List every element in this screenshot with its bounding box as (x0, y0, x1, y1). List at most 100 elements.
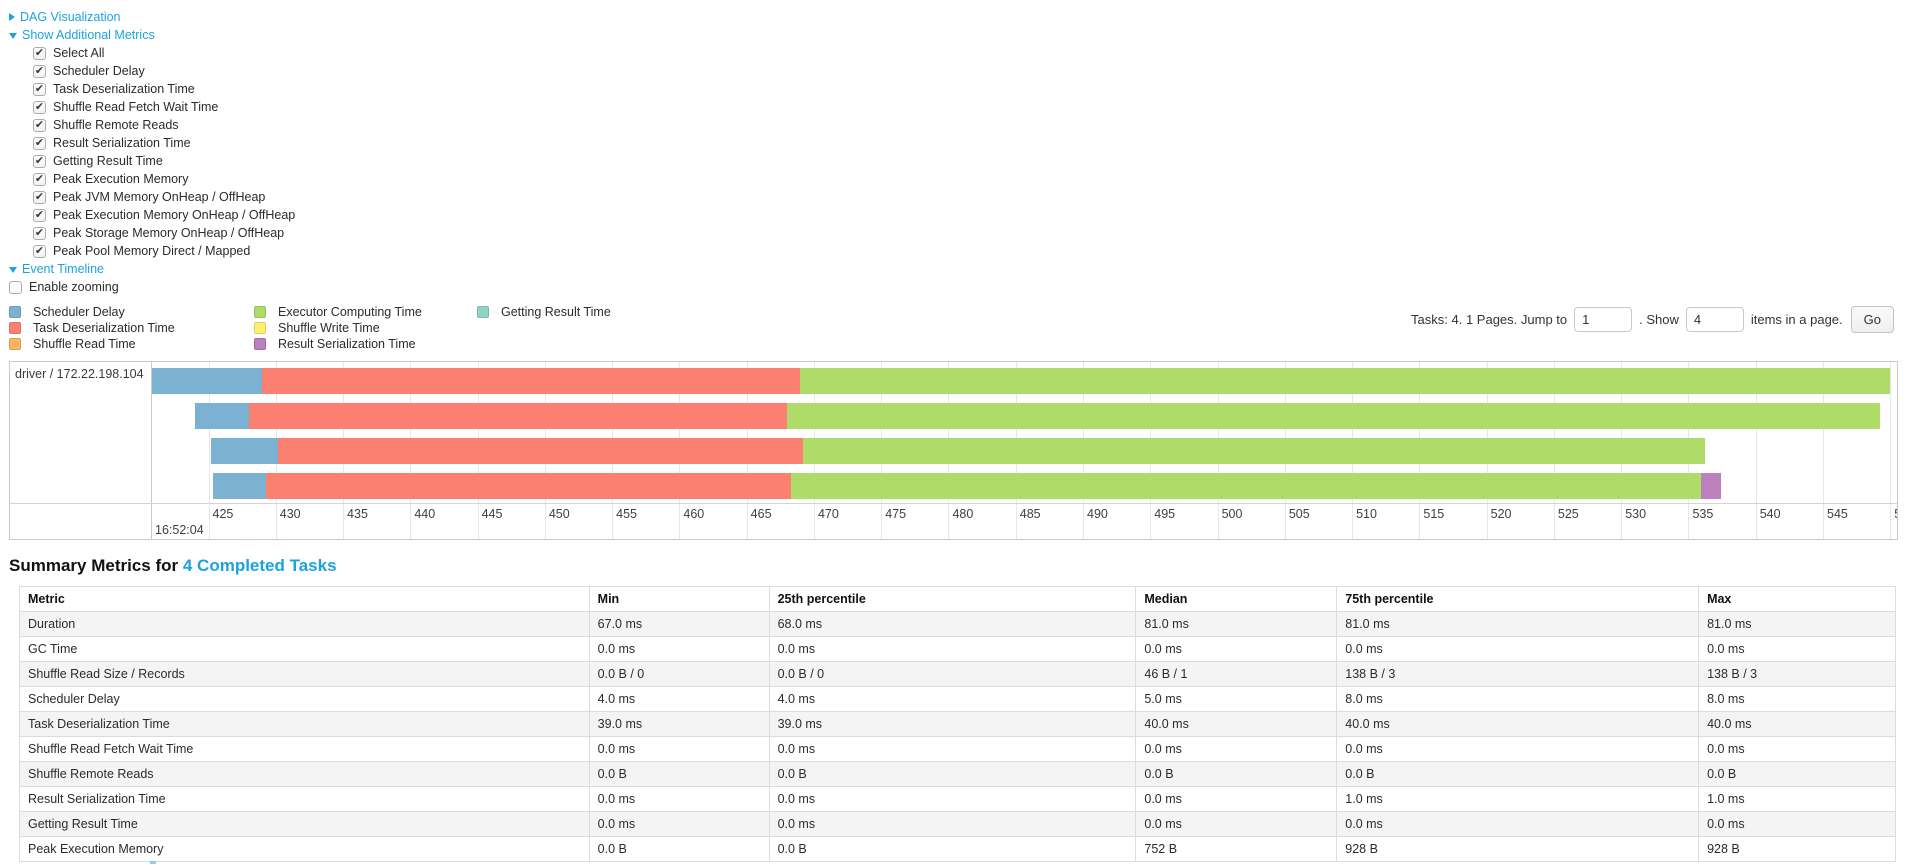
metric-checkbox-label: Shuffle Read Fetch Wait Time (53, 100, 219, 114)
task-bar-segment-task-deserialization-time[interactable] (262, 368, 801, 394)
metric-checkbox-peak-pool-memory-direct-mapped[interactable]: ✔ (33, 244, 46, 258)
task-bar-segment-scheduler-delay[interactable] (211, 438, 279, 464)
metric-checkbox-row: ✔ Peak Execution Memory OnHeap / OffHeap (9, 206, 1898, 224)
summary-value-cell: 0.0 ms (1698, 811, 1896, 837)
axis-tick-label: 465 (750, 507, 772, 521)
metric-checkbox-shuffle-read-fetch-wait-time[interactable]: ✔ (33, 100, 46, 114)
event-timeline-chart: driver / 172.22.198.104 425 430 435 440 445 4… (9, 361, 1898, 540)
summary-column-header: 25th percentile (768, 586, 1137, 612)
summary-value-cell: 0.0 ms (588, 811, 770, 837)
collapsed-arrow-icon (9, 13, 15, 21)
summary-value-cell: 0.0 B (768, 836, 1137, 862)
legend-item: Result Serialization Time (254, 336, 477, 352)
timeline-x-axis: 425 430 435 440 445 450 455 460 465 470 475 480 485 4… (152, 504, 1897, 539)
task-bar-segment-scheduler-delay[interactable] (195, 403, 249, 429)
metric-checkbox-task-deserialization-time[interactable]: ✔ (33, 82, 46, 96)
axis-tick-label: 525 (1557, 507, 1579, 521)
metric-checkbox-peak-execution-memory[interactable]: ✔ (33, 172, 46, 186)
metric-checkbox-label: Shuffle Remote Reads (53, 118, 179, 132)
timeline-task-row (152, 403, 1897, 429)
summary-column-header: Min (588, 586, 770, 612)
section-dag-visualization[interactable]: DAG Visualization (9, 8, 1898, 26)
task-bar-segment-task-deserialization-time[interactable] (248, 403, 788, 429)
axis-tick-label: 500 (1221, 507, 1243, 521)
task-bar-segment-scheduler-delay[interactable] (212, 473, 267, 499)
summary-metric-name-cell: Scheduler Delay (19, 686, 590, 712)
section-show-additional-metrics[interactable]: Show Additional Metrics (9, 26, 1898, 44)
axis-tick-label: 440 (414, 507, 436, 521)
items-per-page-input[interactable] (1685, 307, 1744, 332)
summary-column-header: Max (1698, 586, 1896, 612)
partial-next-section-fragment (150, 861, 156, 864)
summary-value-cell: 1.0 ms (1336, 786, 1700, 812)
metric-checkbox-label: Peak Execution Memory (53, 172, 189, 186)
metric-checkbox-select-all[interactable]: ✔ (33, 46, 46, 60)
legend-and-pagination-band: Scheduler Delay Task Deserialization Time… (9, 304, 1898, 356)
summary-table-row: Peak Execution Memory 0.0 B 0.0 B 752 B 928 … (19, 836, 1896, 862)
legend-label: Shuffle Read Time (33, 337, 136, 351)
metric-checkbox-getting-result-time[interactable]: ✔ (33, 154, 46, 168)
section-event-timeline[interactable]: Event Timeline (9, 260, 1898, 278)
summary-metric-name-cell: Shuffle Remote Reads (19, 761, 590, 787)
metric-checkbox-scheduler-delay[interactable]: ✔ (33, 64, 46, 78)
legend-column: Scheduler Delay Task Deserialization Time… (9, 304, 254, 352)
metric-checkbox-peak-storage-memory-onheap-offheap[interactable]: ✔ (33, 226, 46, 240)
expanded-arrow-icon (9, 267, 17, 273)
axis-separator-line (10, 503, 1897, 504)
metric-checkbox-peak-execution-memory-onheap-offheap[interactable]: ✔ (33, 208, 46, 222)
timeline-gridline (208, 362, 210, 539)
summary-value-cell: 0.0 ms (1698, 636, 1896, 662)
metric-checkbox-label: Peak Storage Memory OnHeap / OffHeap (53, 226, 285, 240)
task-bar-segment-executor-computing-time[interactable] (800, 368, 1891, 394)
summary-value-cell: 0.0 B (588, 761, 770, 787)
pagination-summary-text: Tasks: 4. 1 Pages. Jump to (1411, 312, 1568, 327)
metric-checkbox-shuffle-remote-reads[interactable]: ✔ (33, 118, 46, 132)
summary-metric-name-cell: Peak Execution Memory (19, 836, 590, 862)
legend-swatch-task-deserialization-time (9, 322, 21, 334)
metric-checkbox-row: ✔ Peak Execution Memory (9, 170, 1898, 188)
summary-table-row: Result Serialization Time 0.0 ms 0.0 ms 0.0… (19, 786, 1896, 812)
axis-tick-label: 480 (952, 507, 974, 521)
summary-value-cell: 1.0 ms (1698, 786, 1896, 812)
legend-swatch-shuffle-write-time (254, 322, 266, 334)
summary-value-cell: 0.0 B (1336, 761, 1700, 787)
axis-tick-label: 485 (1019, 507, 1041, 521)
task-bar-segment-executor-computing-time[interactable] (791, 473, 1701, 499)
summary-table-row: Getting Result Time 0.0 ms 0.0 ms 0.0 ms 0.0… (19, 811, 1896, 837)
summary-value-cell: 4.0 ms (588, 686, 770, 712)
metric-checkbox-row: ✔ Result Serialization Time (9, 134, 1898, 152)
summary-table-row: GC Time 0.0 ms 0.0 ms 0.0 ms 0.0 ms 0.0 ms (19, 636, 1896, 662)
summary-value-cell: 0.0 ms (768, 786, 1137, 812)
metric-checkbox-row: ✔ Peak JVM Memory OnHeap / OffHeap (9, 188, 1898, 206)
legend-label: Executor Computing Time (278, 305, 422, 319)
metric-checkbox-result-serialization-time[interactable]: ✔ (33, 136, 46, 150)
task-bar-segment-task-deserialization-time[interactable] (266, 473, 792, 499)
jump-to-page-input[interactable] (1574, 307, 1633, 332)
task-bar-segment-scheduler-delay[interactable] (152, 368, 263, 394)
metric-checkbox-peak-jvm-memory-onheap-offheap[interactable]: ✔ (33, 190, 46, 204)
summary-value-cell: 67.0 ms (588, 611, 770, 637)
summary-value-cell: 39.0 ms (588, 711, 770, 737)
timeline-task-row (152, 438, 1897, 464)
summary-metric-name-cell: Result Serialization Time (19, 786, 590, 812)
legend-swatch-shuffle-read-time (9, 338, 21, 350)
task-bar-segment-task-deserialization-time[interactable] (278, 438, 804, 464)
go-button[interactable]: Go (1850, 306, 1894, 333)
summary-value-cell: 0.0 ms (768, 636, 1137, 662)
axis-tick-label: 445 (481, 507, 503, 521)
axis-tick-label: 425 (212, 507, 234, 521)
axis-tick-label: 455 (616, 507, 637, 521)
enable-zooming-checkbox[interactable] (9, 280, 22, 294)
timeline-task-rows (152, 362, 1897, 503)
summary-value-cell: 81.0 ms (1336, 611, 1700, 637)
metric-checkbox-row: ✔ Shuffle Remote Reads (9, 116, 1898, 134)
summary-metrics-table: Metric Min 25th percentile Median 75th perce… (19, 586, 1896, 862)
task-bar-segment-executor-computing-time[interactable] (787, 403, 1880, 429)
metric-checkbox-label: Peak Pool Memory Direct / Mapped (53, 244, 251, 258)
summary-value-cell: 81.0 ms (1698, 611, 1896, 637)
task-bar-segment-executor-computing-time[interactable] (803, 438, 1705, 464)
summary-metric-name-cell: Task Deserialization Time (19, 711, 590, 737)
axis-tick-label: 540 (1759, 507, 1781, 521)
summary-value-cell: 81.0 ms (1135, 611, 1338, 637)
task-bar-segment-result-serialization-time[interactable] (1700, 473, 1721, 499)
